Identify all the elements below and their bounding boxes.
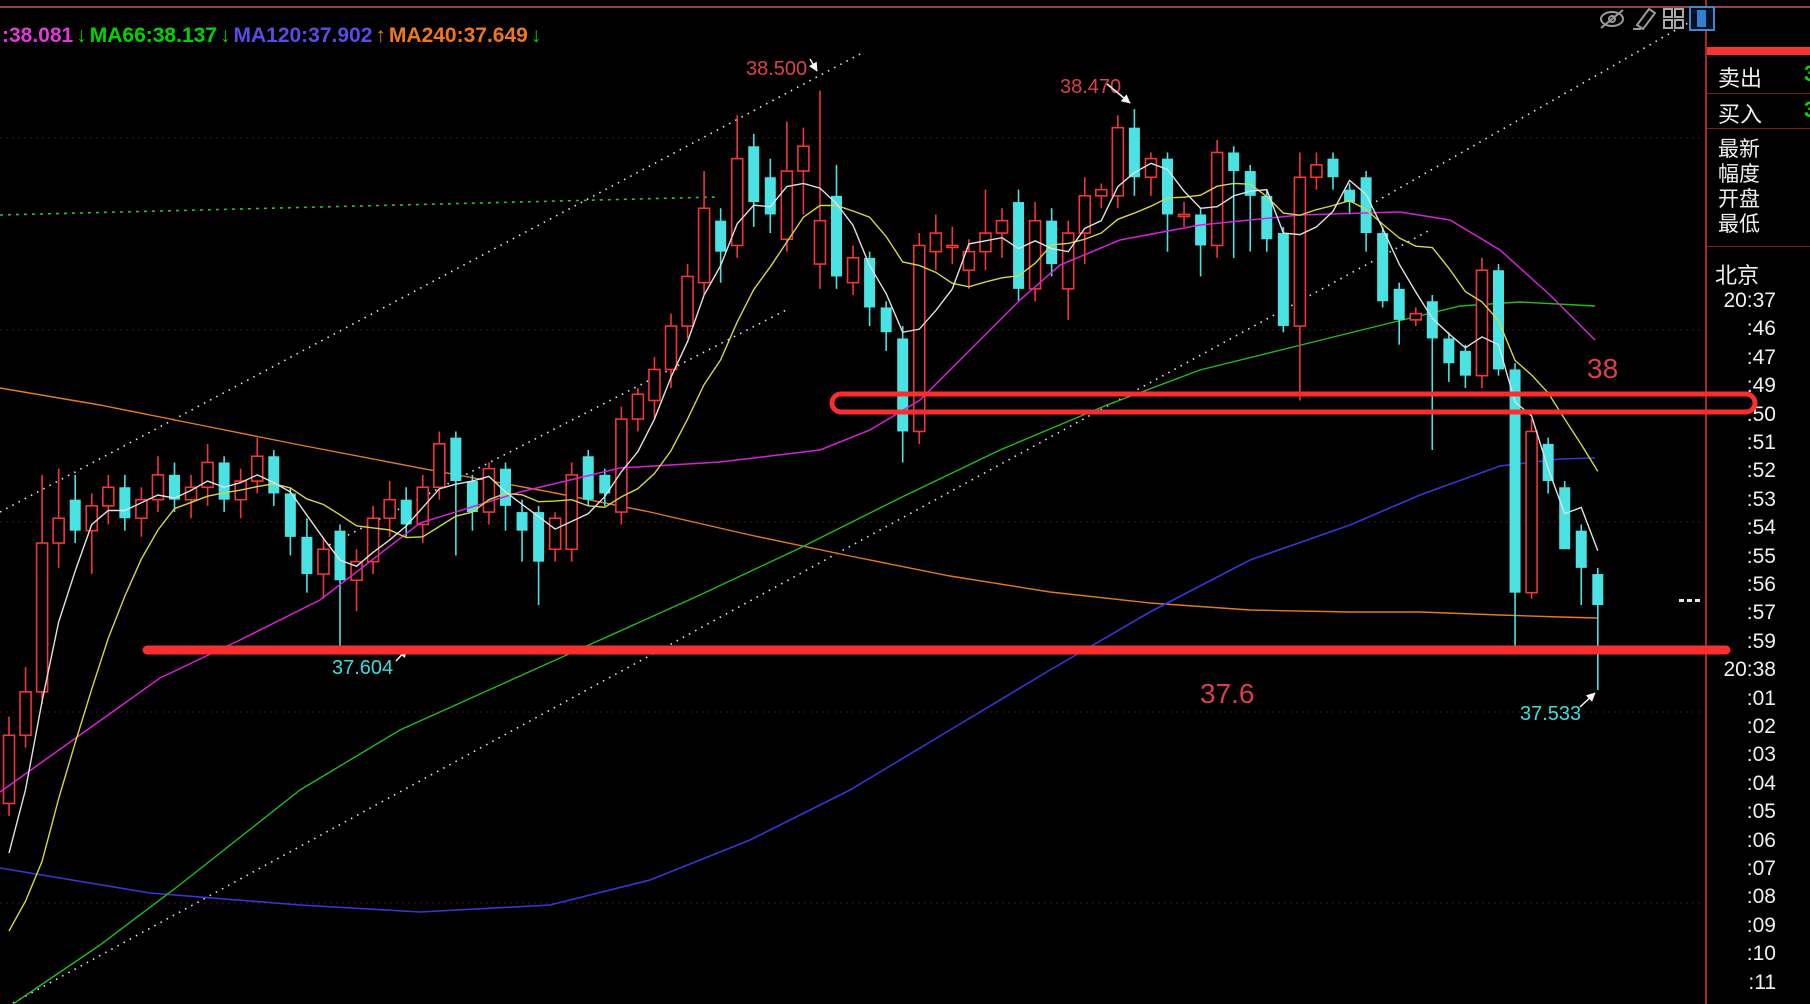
tick-time: :46 [1746,317,1776,341]
tick-time: :09 [1746,913,1776,937]
annotation-arrow [1106,83,1131,104]
tick-time: :10 [1746,942,1776,966]
indicator-segment: :38.081 [2,24,74,47]
ma-indicator-readout: :38.081 ↓ MA66:38.137 ↓ MA120:37.902 ↑ MA240:3… [2,24,544,48]
city-label: 北京 [1715,263,1760,288]
quote-sidebar: 卖出 3 买入 3 最新 幅度 开盘 最低 北京 20:37 :46 :47 :49:… [1705,0,1810,1004]
sell-label: 卖出 [1718,66,1763,91]
tick-time: :11 [1748,970,1776,994]
hide-drawings-icon[interactable] [1598,5,1626,31]
tick-time: 20:37 [1723,289,1776,312]
annotation-arrow [395,648,408,662]
tick-time: :05 [1746,800,1776,824]
tick-time: :06 [1746,828,1776,852]
toolbar-icons [1594,5,1715,35]
tick-time: 20:38 [1723,658,1776,682]
indicator-segment: MA120:37.902 [233,24,373,47]
single-panel-icon[interactable] [1688,5,1716,33]
quote-label-open: 开盘 [1718,188,1760,211]
sidebar-header-bar [1707,47,1810,55]
indicator-segment: ↓ [530,24,542,47]
tick-time: :53 [1746,487,1776,511]
tick-time: :03 [1746,743,1776,767]
price-annotation-text: 38.470 [1060,76,1121,98]
price-annotation-text: 38 [1587,353,1618,384]
tick-time: :57 [1746,601,1776,625]
quote-label-range: 幅度 [1718,163,1760,186]
divider [1707,246,1810,247]
tick-time: :52 [1746,459,1776,483]
indicator-segment: ↓ [219,24,231,47]
tick-time: :55 [1746,544,1776,568]
annotation-arrow [808,58,818,72]
draw-pencil-icon[interactable] [1630,5,1660,31]
tick-time: :51 [1746,431,1776,454]
price-annotation-text: 37.6 [1200,678,1255,709]
divider [1707,128,1810,129]
price-annotation-text: 37.533 [1520,703,1581,725]
buy-label: 买入 [1718,102,1763,127]
indicator-segment: MA240:37.649 [388,24,528,47]
buy-row[interactable]: 买入 3 [1707,97,1810,129]
indicator-segment: MA66:38.137 [89,24,217,47]
tick-time: :50 [1746,402,1776,426]
quote-label-low: 最低 [1718,213,1760,236]
quote-label-latest: 最新 [1718,138,1760,161]
tick-time: :04 [1746,771,1776,795]
tick-time: :02 [1746,715,1776,738]
tick-time: :01 [1746,686,1776,710]
tick-time: :47 [1746,345,1776,369]
buy-value-partial: 3 [1804,97,1810,123]
tick-time: :59 [1746,629,1776,653]
tick-time: :56 [1746,573,1776,596]
sell-row[interactable]: 卖出 3 [1707,61,1810,93]
tick-time: :08 [1746,885,1776,909]
sell-value-partial: 3 [1804,61,1810,87]
tick-time: :54 [1746,516,1776,540]
indicator-segment: ↓ [76,24,87,47]
divider [1707,93,1810,94]
tick-time: :49 [1746,374,1776,398]
price-annotation-text: 37.604 [332,657,393,679]
annotation-arrow [1579,692,1596,708]
top-toolbar: :38.081 ↓ MA66:38.137 ↓ MA120:37.902 ↑ MA240:3… [0,0,1810,48]
candles [2,90,1604,816]
tick-time: :07 [1746,857,1776,880]
price-annotation-text: 38.500 [746,58,807,80]
indicator-segment: ↑ [375,24,386,47]
grid-layout-icon[interactable] [1662,5,1686,31]
